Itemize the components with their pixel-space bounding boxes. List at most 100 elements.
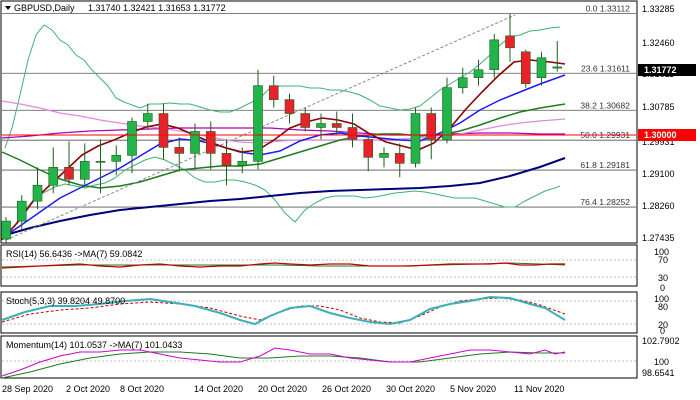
bear-candle bbox=[64, 167, 74, 180]
fib-level-label: 76.4 1.28252 bbox=[580, 197, 630, 207]
momentum-line bbox=[1, 347, 566, 377]
time-axis: 28 Sep 2020 2 Oct 2020 8 Oct 2020 14 Oct… bbox=[2, 384, 564, 394]
price-axis: 1.33285 1.32460 1.31611 1.30785 1.29931 … bbox=[2, 4, 696, 243]
chart-header: GBPUSD,Daily 1.31740 1.32421 1.31653 1.3… bbox=[5, 3, 226, 13]
bear-candle bbox=[300, 113, 311, 128]
price-tick: 1.29931 bbox=[642, 137, 675, 147]
time-tick: 2 Oct 2020 bbox=[66, 384, 110, 394]
fib-level-label: 61.8 1.29181 bbox=[580, 160, 630, 170]
indicator-axes: 100 70 30 0 100 80 20 0 102.7902 100 98.… bbox=[642, 247, 680, 378]
ma-pink bbox=[1, 100, 566, 144]
bollinger-upper bbox=[4, 24, 561, 149]
bear-candle bbox=[347, 127, 358, 140]
symbol-dropdown-icon[interactable] bbox=[5, 6, 11, 10]
marked-level-label: 1.30000 bbox=[644, 130, 677, 140]
bull-candle bbox=[473, 69, 484, 78]
candlesticks bbox=[1, 13, 563, 243]
momentum-label: Momentum(14) 101.0537 ->MA(7) 101.0433 bbox=[6, 340, 182, 350]
momentum-axis-tick: 100 bbox=[654, 357, 669, 367]
bull-candle bbox=[142, 113, 153, 122]
rsi-label: RSI(14) 56.6436 ->MA(7) 59.0842 bbox=[6, 249, 142, 259]
bull-candle bbox=[79, 161, 90, 180]
bear-candle bbox=[394, 153, 405, 164]
price-tick: 1.33285 bbox=[642, 4, 675, 14]
time-tick: 8 Oct 2020 bbox=[120, 384, 164, 394]
stoch-pane-frame bbox=[0, 291, 638, 334]
bollinger-lower bbox=[4, 156, 561, 236]
moving-averages bbox=[1, 14, 566, 241]
bull-candle bbox=[536, 57, 547, 78]
fib-level-label: 38.2 1.30682 bbox=[580, 100, 630, 110]
bull-candle bbox=[16, 200, 27, 222]
momentum-ma-line bbox=[1, 351, 565, 379]
price-tick: 1.28260 bbox=[642, 201, 675, 211]
stoch-axis-tick: 80 bbox=[658, 302, 668, 312]
ma-navy bbox=[1, 157, 566, 237]
price-tick: 1.29100 bbox=[642, 169, 675, 179]
bull-candle bbox=[379, 153, 389, 158]
bear-candle bbox=[221, 153, 232, 166]
stoch-axis-tick: 0 bbox=[660, 326, 665, 336]
momentum-axis-tick: 102.7902 bbox=[642, 336, 680, 346]
momentum-pane bbox=[1, 347, 636, 379]
time-tick: 26 Oct 2020 bbox=[322, 384, 371, 394]
bull-candle bbox=[457, 77, 468, 88]
rsi-axis-tick: 100 bbox=[654, 247, 669, 257]
fib-guide-line bbox=[5, 14, 516, 241]
ma-magenta bbox=[1, 127, 565, 139]
price-tick: 1.27435 bbox=[642, 233, 675, 243]
bear-candle bbox=[363, 139, 374, 158]
bull-candle bbox=[1, 220, 11, 240]
ma-green bbox=[1, 103, 566, 189]
stoch-label: Stoch(5,3,3) 39.8204 49.8700 bbox=[6, 296, 125, 306]
ohlc-values: 1.31740 1.32421 1.31653 1.31772 bbox=[88, 3, 226, 13]
momentum-axis-tick: 98.6541 bbox=[642, 368, 675, 378]
rsi-pane bbox=[1, 259, 636, 278]
bull-candle bbox=[489, 39, 500, 71]
bear-candle bbox=[158, 113, 169, 148]
time-tick: 5 Nov 2020 bbox=[450, 384, 496, 394]
bull-candle bbox=[190, 131, 200, 154]
rsi-axis-tick: 0 bbox=[660, 283, 665, 293]
marked-level-marker bbox=[638, 129, 696, 141]
fib-level-label: 23.6 1.31611 bbox=[581, 63, 630, 73]
bull-candle bbox=[237, 161, 248, 166]
rsi-line bbox=[1, 262, 565, 269]
current-price-label: 1.31772 bbox=[644, 65, 677, 75]
bull-candle bbox=[253, 85, 263, 162]
ma-blue bbox=[1, 74, 566, 239]
rsi-axis-tick: 30 bbox=[658, 273, 668, 283]
time-tick: 11 Nov 2020 bbox=[514, 384, 564, 394]
bull-candle bbox=[316, 123, 326, 128]
bear-candle bbox=[505, 35, 515, 49]
stoch-axis-tick: 20 bbox=[658, 320, 668, 330]
bear-candle bbox=[284, 99, 295, 114]
price-tick: 1.32460 bbox=[642, 38, 675, 48]
rsi-pane-frame bbox=[0, 244, 638, 287]
bull-candle bbox=[552, 66, 563, 69]
price-tick: 1.30785 bbox=[642, 102, 675, 112]
time-tick: 30 Oct 2020 bbox=[386, 384, 435, 394]
bull-candle bbox=[48, 167, 59, 186]
symbol-timeframe-label: GBPUSD,Daily bbox=[14, 3, 75, 13]
bear-candle bbox=[205, 131, 216, 154]
momentum-pane-frame bbox=[0, 335, 638, 379]
stoch-pane bbox=[1, 295, 636, 326]
time-tick: 20 Oct 2020 bbox=[258, 384, 307, 394]
bull-candle bbox=[442, 87, 452, 140]
bull-candle bbox=[95, 161, 106, 163]
bear-candle bbox=[174, 147, 185, 154]
bear-candle bbox=[331, 123, 342, 128]
stoch-axis-tick: 100 bbox=[654, 294, 669, 304]
bear-candle bbox=[520, 51, 531, 84]
bull-candle bbox=[111, 155, 122, 162]
time-tick: 14 Oct 2020 bbox=[194, 384, 243, 394]
bull-candle bbox=[410, 113, 421, 164]
time-tick: 28 Sep 2020 bbox=[2, 384, 53, 394]
bear-candle bbox=[426, 113, 437, 140]
stoch-main-line bbox=[1, 295, 566, 326]
main-pane-frame bbox=[0, 0, 638, 244]
ma-darkred bbox=[1, 59, 566, 241]
bull-candle bbox=[32, 184, 43, 202]
